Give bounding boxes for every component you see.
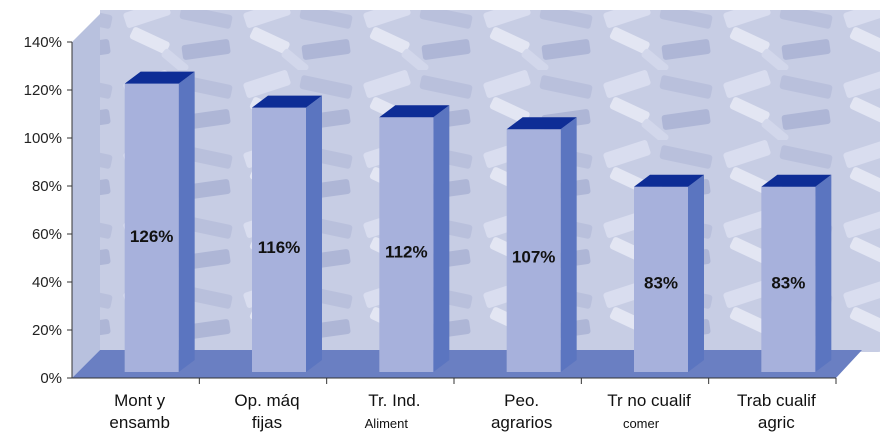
bar-side: [688, 174, 704, 372]
x-tick-label: Mont y: [114, 391, 166, 410]
data-labels: 126% 116% 112% 107% 83% 83%: [130, 227, 805, 292]
x-tick-label: Aliment: [365, 416, 409, 431]
x-tick-label: agrarios: [491, 413, 552, 432]
y-tick-label: 40%: [32, 274, 62, 291]
bar: [379, 117, 434, 372]
x-tick-label: fijas: [252, 413, 282, 432]
bar: [506, 129, 561, 372]
bars: [124, 71, 832, 372]
bar: [124, 83, 179, 372]
y-tick-label: 140%: [24, 34, 62, 51]
y-tick-label: 120%: [24, 82, 62, 99]
background-photo: [100, 10, 880, 352]
data-label: 126%: [130, 227, 173, 246]
bar-side: [178, 71, 195, 372]
data-label: 107%: [512, 248, 555, 267]
x-tick-label: Trab cualif: [737, 391, 816, 410]
x-tick-label: Tr. Ind.: [368, 391, 420, 410]
x-tick-label: Op. máq: [234, 391, 299, 410]
data-label: 116%: [258, 238, 301, 257]
y-tick-label: 100%: [24, 130, 62, 147]
data-label: 83%: [644, 274, 678, 293]
bar: [761, 186, 816, 372]
bar-side: [560, 117, 577, 372]
axes: 0% 20% 40% 60% 80% 100% 120% 140% Mont y ensamb Op…: [24, 34, 837, 432]
bar-side: [433, 105, 450, 372]
data-label: 112%: [385, 242, 428, 261]
y-tick-label: 80%: [32, 178, 62, 195]
y-tick-label: 20%: [32, 322, 62, 339]
y-tick-label: 0%: [40, 370, 62, 387]
bar-side: [306, 95, 322, 372]
chart-left-wall: [72, 14, 100, 378]
data-label: 83%: [771, 274, 805, 293]
x-tick-label: comer: [623, 416, 660, 431]
x-tick-label: Tr no cualif: [607, 391, 691, 410]
bar: [634, 186, 688, 372]
bar-top: [252, 95, 322, 108]
bar-top: [124, 71, 195, 84]
bar-side: [815, 174, 832, 372]
x-tick-label: ensamb: [109, 413, 169, 432]
bar-top: [634, 174, 704, 187]
bar-top: [506, 117, 577, 130]
x-tick-label: Peo.: [504, 391, 539, 410]
x-tick-label: agric: [758, 413, 795, 432]
y-tick-label: 60%: [32, 226, 62, 243]
bar-top: [379, 105, 450, 118]
bar-top: [761, 174, 832, 187]
bar: [252, 107, 306, 372]
